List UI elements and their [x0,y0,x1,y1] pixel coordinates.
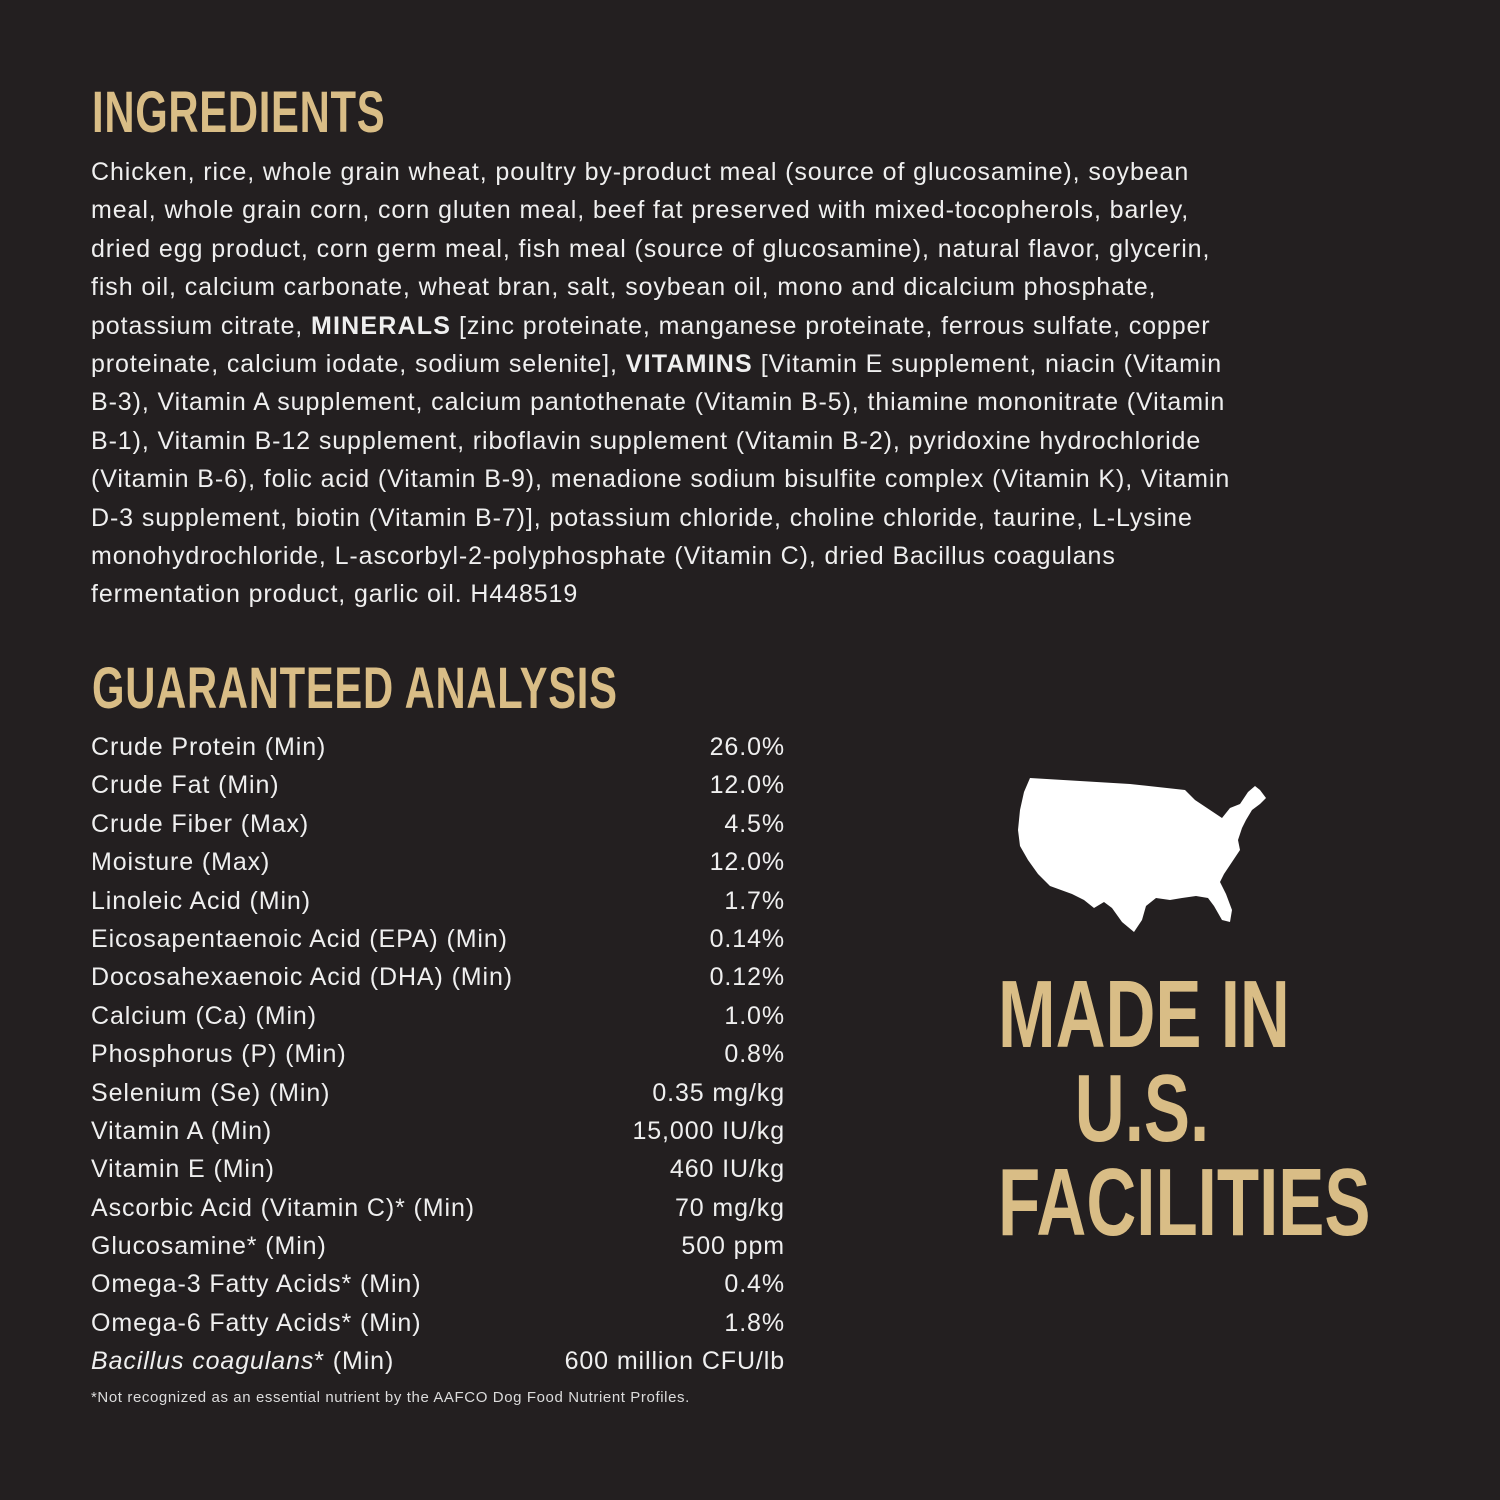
analysis-label-suffix: * (Min) [314,1347,395,1376]
ingredient-text: [zinc proteinate, manganese proteinate, … [451,311,1211,340]
ingredient-text: (Vitamin B-6), folic acid (Vitamin B-9),… [91,465,1231,494]
analysis-value: 0.35 mg/kg [652,1078,785,1107]
ingredient-text: B-3), Vitamin A supplement, calcium pant… [91,388,1226,417]
footnote: *Not recognized as an essential nutrient… [91,1389,690,1406]
ingredient-text: monohydrochloride, L-ascorbyl-2-polyphos… [91,541,1116,570]
ingredients-line: D-3 supplement, biotin (Vitamin B-7)], p… [91,499,1431,537]
analysis-label: Crude Protein (Min) [91,733,327,761]
analysis-row: Eicosapentaenoic Acid (EPA) (Min) 0.14% [91,920,785,958]
ingredients-list: Chicken, rice, whole grain wheat, poultr… [91,153,1431,614]
ingredients-line: fish oil, calcium carbonate, wheat bran,… [91,268,1431,306]
analysis-label-italic: Bacillus coagulans [91,1347,315,1376]
analysis-value: 15,000 IU/kg [632,1116,785,1145]
analysis-label: Docosahexaenoic Acid (DHA) (Min) [91,963,514,992]
analysis-value: 0.8% [724,1040,785,1069]
ingredients-line: Chicken, rice, whole grain wheat, poultr… [91,153,1431,191]
analysis-label: Linoleic Acid (Min) [91,886,311,915]
ingredients-line: B-3), Vitamin A supplement, calcium pant… [91,383,1431,421]
guaranteed-analysis-title: GUARANTEED ANALYSIS [92,656,618,721]
made-in-usa-badge: MADE IN U.S. FACILITIES [942,961,1371,1256]
analysis-value: 600 million CFU/lb [564,1347,785,1376]
analysis-label: Calcium (Ca) (Min) [91,1001,317,1030]
ingredient-group-label: MINERALS [310,311,452,340]
badge-line: MADE IN [998,961,1290,1068]
ingredients-line: potassium citrate, MINERALS [zinc protei… [91,307,1431,345]
analysis-value: 500 ppm [681,1232,785,1261]
analysis-row: Crude Fiber (Max) 4.5% [91,805,785,843]
analysis-value: 1.0% [724,1001,785,1030]
analysis-label: Crude Fiber (Max) [91,809,310,838]
analysis-label: Moisture (Max) [91,848,271,877]
analysis-row: Ascorbic Acid (Vitamin C)* (Min) 70 mg/kg [91,1189,785,1227]
analysis-label: Vitamin A (Min) [91,1116,273,1145]
analysis-value: 0.12% [709,963,785,992]
analysis-value: 1.7% [724,886,785,915]
analysis-label: Crude Fat (Min) [91,771,280,800]
analysis-value: 1.8% [724,1308,785,1337]
ingredients-line: (Vitamin B-6), folic acid (Vitamin B-9),… [91,460,1431,498]
analysis-row: Glucosamine* (Min) 500 ppm [91,1227,785,1265]
badge-line: FACILITIES [998,1149,1371,1256]
ingredient-text: meal, whole grain corn, corn gluten meal… [91,196,1190,225]
ingredient-text: dried egg product, corn germ meal, fish … [91,234,1211,263]
analysis-value: 12.0% [709,848,785,877]
ingredient-text: Chicken, rice, whole grain wheat, poultr… [91,158,1190,186]
analysis-label: Ascorbic Acid (Vitamin C)* (Min) [91,1193,475,1222]
ingredient-group-label: VITAMINS [625,349,753,378]
analysis-value: 0.14% [709,924,785,953]
analysis-row: Calcium (Ca) (Min) 1.0% [91,997,785,1035]
analysis-label: Omega-6 Fatty Acids* (Min) [91,1308,422,1337]
ingredient-text: D-3 supplement, biotin (Vitamin B-7)], p… [91,503,1193,532]
badge-line: U.S. [1074,1055,1210,1162]
ingredient-text: potassium citrate, [91,311,311,340]
analysis-row: Crude Fat (Min) 12.0% [91,766,785,804]
analysis-label: Selenium (Se) (Min) [91,1078,331,1107]
ingredients-title: INGREDIENTS [92,80,386,145]
analysis-row: Linoleic Acid (Min) 1.7% [91,882,785,920]
analysis-label: Phosphorus (P) (Min) [91,1040,347,1069]
analysis-value: 12.0% [709,771,785,800]
ingredient-text: proteinate, calcium iodate, sodium selen… [91,349,626,378]
analysis-label: Glucosamine* (Min) [91,1232,327,1261]
analysis-row: Bacillus coagulans* (Min) 600 million CFU… [91,1342,785,1380]
analysis-row: Docosahexaenoic Acid (DHA) (Min) 0.12% [91,958,785,996]
analysis-label: Eicosapentaenoic Acid (EPA) (Min) [91,924,508,953]
analysis-value: 4.5% [724,809,785,838]
analysis-row: Omega-3 Fatty Acids* (Min) 0.4% [91,1265,785,1303]
ingredients-line: B-1), Vitamin B-12 supplement, riboflavi… [91,422,1431,460]
guaranteed-analysis-table: Crude Protein (Min) 26.0% Crude Fat (Min) 1… [91,728,785,1381]
analysis-row: Phosphorus (P) (Min) 0.8% [91,1035,785,1073]
analysis-row: Moisture (Max) 12.0% [91,843,785,881]
ingredient-text: [Vitamin E supplement, niacin (Vitamin [752,349,1223,378]
analysis-value: 460 IU/kg [669,1155,785,1184]
analysis-row: Crude Protein (Min) 26.0% [91,728,785,766]
ingredient-text: fish oil, calcium carbonate, wheat bran,… [91,273,1157,302]
analysis-label: Bacillus coagulans* (Min) [91,1342,394,1380]
analysis-row: Vitamin A (Min) 15,000 IU/kg [91,1112,785,1150]
analysis-value: 0.4% [724,1270,785,1299]
analysis-row: Omega-6 Fatty Acids* (Min) 1.8% [91,1304,785,1342]
analysis-row: Selenium (Se) (Min) 0.35 mg/kg [91,1074,785,1112]
ingredient-text: B-1), Vitamin B-12 supplement, riboflavi… [91,426,1202,455]
ingredient-text: fermentation product, garlic oil. H44851… [91,580,579,609]
analysis-value: 26.0% [709,733,785,761]
ingredients-line: fermentation product, garlic oil. H44851… [91,575,1431,613]
ingredients-line: dried egg product, corn germ meal, fish … [91,230,1431,268]
usa-map-icon [1018,778,1266,932]
analysis-row: Vitamin E (Min) 460 IU/kg [91,1150,785,1188]
analysis-value: 70 mg/kg [674,1193,785,1222]
analysis-label: Omega-3 Fatty Acids* (Min) [91,1270,422,1299]
ingredients-line: meal, whole grain corn, corn gluten meal… [91,191,1431,229]
analysis-label: Vitamin E (Min) [91,1155,275,1184]
ingredients-line: proteinate, calcium iodate, sodium selen… [91,345,1431,383]
ingredients-line: monohydrochloride, L-ascorbyl-2-polyphos… [91,537,1431,575]
